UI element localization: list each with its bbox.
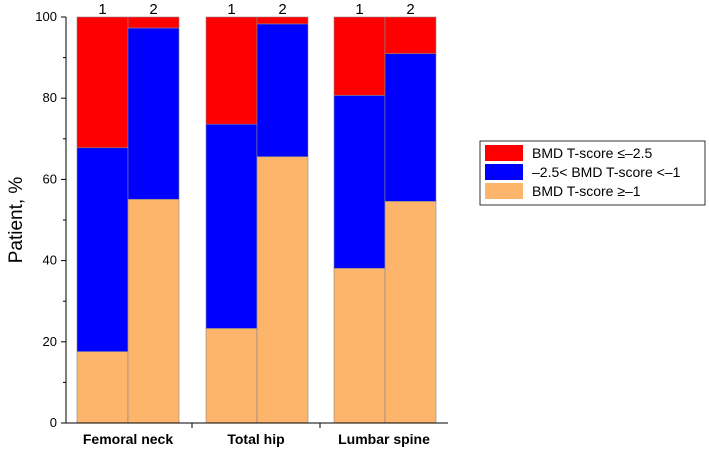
bar-segment-lumbar-spine-1-s2 [333, 16, 386, 96]
y-tick-label: 80 [43, 90, 57, 105]
legend-swatch [485, 183, 523, 199]
y-tick-label: 0 [50, 415, 57, 430]
bar-segment-femoral-neck-1-s0 [76, 351, 129, 424]
legend-swatch [485, 164, 523, 180]
bar-segment-lumbar-spine-1-s1 [333, 95, 386, 269]
bar-number-label: 1 [227, 1, 235, 18]
bar-segment-lumbar-spine-2-s2 [384, 16, 437, 54]
y-tick-label: 60 [43, 171, 57, 186]
legend: BMD T-score ≤–2.5 –2.5< BMD T-score <–1 BM… [479, 140, 706, 206]
legend-label: BMD T-score ≥–1 [532, 183, 641, 199]
x-category-label: Total hip [227, 431, 284, 447]
bar-number-label: 2 [149, 1, 157, 18]
bar-segment-femoral-neck-1-s2 [76, 16, 129, 149]
legend-label: –2.5< BMD T-score <–1 [532, 164, 681, 180]
bar-segment-femoral-neck-2-s1 [127, 27, 180, 200]
legend-swatch [485, 145, 523, 161]
bar-segment-total-hip-1-s0 [205, 328, 258, 424]
y-tick-label: 40 [43, 253, 57, 268]
legend-label: BMD T-score ≤–2.5 [532, 145, 652, 161]
bar-number-label: 2 [406, 1, 414, 18]
bar-segment-femoral-neck-1-s1 [76, 147, 129, 352]
bar-segment-total-hip-2-s2 [256, 16, 309, 25]
bar-segment-femoral-neck-2-s0 [127, 198, 180, 424]
bar-segment-lumbar-spine-1-s0 [333, 268, 386, 424]
bar-number-label: 1 [98, 1, 106, 18]
y-axis-label: Patient, % [6, 177, 27, 264]
bar-segment-lumbar-spine-2-s1 [384, 53, 437, 202]
bar-segment-total-hip-1-s1 [205, 123, 258, 329]
bar-segment-lumbar-spine-2-s0 [384, 201, 437, 424]
x-category-label: Lumbar spine [338, 431, 430, 447]
bar-segment-total-hip-1-s2 [205, 16, 258, 125]
y-tick-label: 20 [43, 334, 57, 349]
bar-segment-femoral-neck-2-s2 [127, 16, 180, 29]
bar-number-label: 1 [355, 1, 363, 18]
bar-number-label: 2 [278, 1, 286, 18]
y-tick-label: 100 [35, 9, 57, 24]
x-category-label: Femoral neck [83, 431, 173, 447]
bar-segment-total-hip-2-s1 [256, 23, 309, 157]
bar-segment-total-hip-2-s0 [256, 156, 309, 424]
